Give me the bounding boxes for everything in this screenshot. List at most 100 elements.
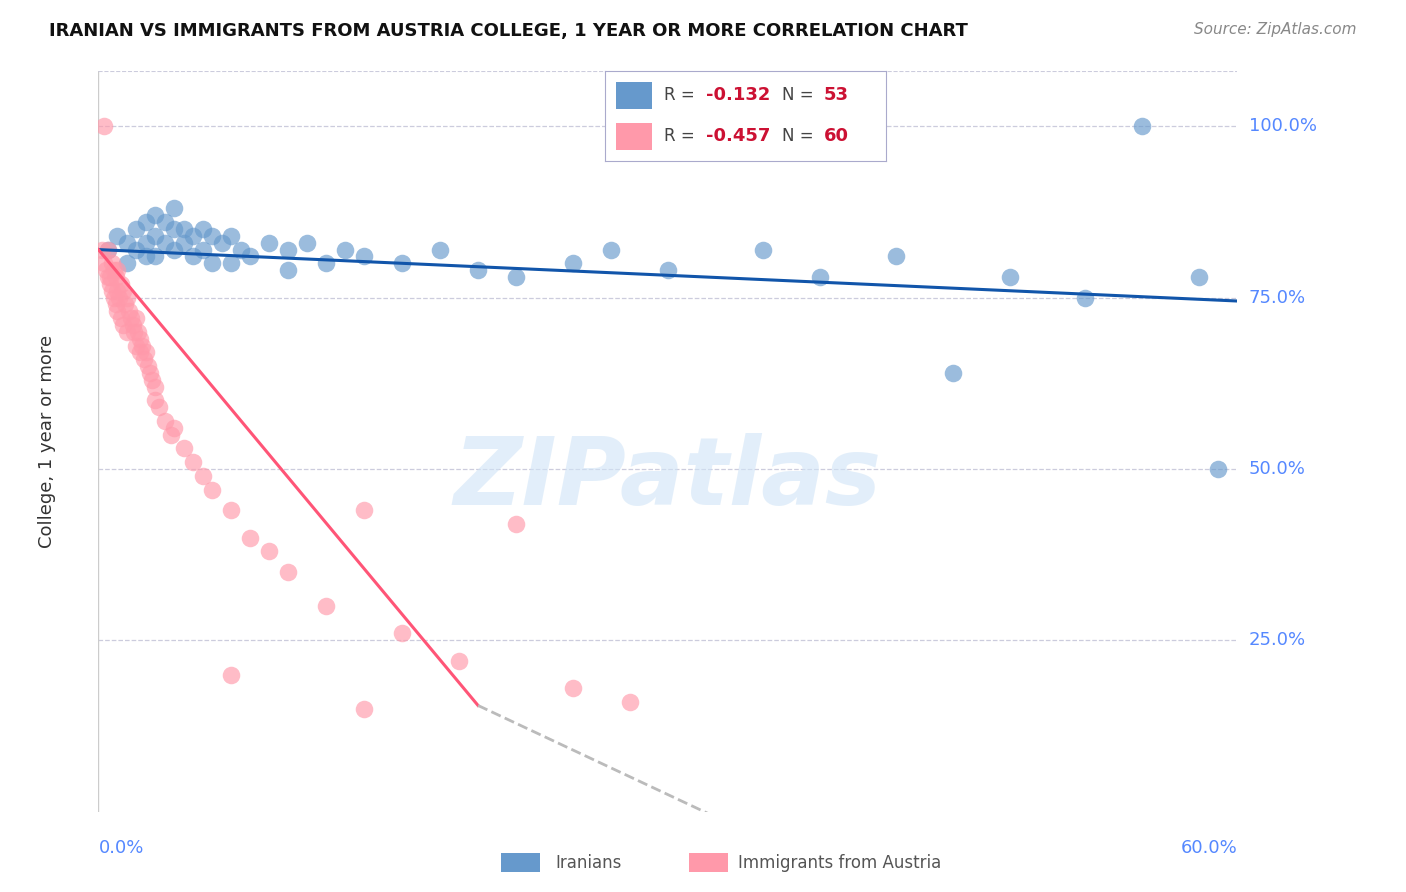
Point bbox=[136, 359, 159, 373]
Point bbox=[94, 263, 117, 277]
Point bbox=[145, 250, 167, 264]
Point bbox=[93, 119, 115, 133]
Point bbox=[183, 455, 205, 469]
Text: ZIPatlas: ZIPatlas bbox=[454, 433, 882, 524]
Point bbox=[124, 325, 146, 339]
Text: 0.0%: 0.0% bbox=[98, 839, 143, 857]
Point bbox=[277, 243, 299, 257]
Point bbox=[145, 380, 167, 394]
Point bbox=[159, 427, 181, 442]
Point bbox=[115, 291, 138, 305]
Point bbox=[100, 256, 122, 270]
Point bbox=[315, 256, 337, 270]
Text: 100.0%: 100.0% bbox=[1249, 117, 1316, 136]
Point bbox=[1188, 270, 1211, 285]
Point bbox=[173, 222, 195, 236]
Text: R =: R = bbox=[664, 87, 695, 104]
Point bbox=[315, 599, 337, 613]
Point bbox=[191, 243, 214, 257]
Point bbox=[277, 565, 299, 579]
Point bbox=[297, 235, 319, 250]
Point bbox=[112, 284, 135, 298]
Point bbox=[129, 345, 152, 359]
Point bbox=[110, 277, 132, 291]
Point bbox=[562, 681, 585, 696]
Point bbox=[163, 222, 186, 236]
Bar bbox=[616, 123, 652, 150]
Point bbox=[129, 332, 152, 346]
Text: College, 1 year or more: College, 1 year or more bbox=[38, 335, 56, 548]
Point bbox=[115, 325, 138, 339]
Point bbox=[115, 235, 138, 250]
Point bbox=[135, 345, 157, 359]
Text: 60: 60 bbox=[824, 128, 849, 145]
Point bbox=[153, 414, 176, 428]
Text: Source: ZipAtlas.com: Source: ZipAtlas.com bbox=[1194, 22, 1357, 37]
Text: -0.457: -0.457 bbox=[706, 128, 770, 145]
Point bbox=[239, 531, 262, 545]
Point bbox=[125, 222, 148, 236]
Point bbox=[173, 442, 195, 456]
Point bbox=[121, 318, 143, 332]
Point bbox=[148, 401, 170, 415]
Point bbox=[141, 373, 163, 387]
Point bbox=[277, 263, 299, 277]
Point bbox=[163, 421, 186, 435]
Point bbox=[173, 235, 195, 250]
Point bbox=[449, 654, 471, 668]
Point bbox=[562, 256, 585, 270]
Text: R =: R = bbox=[664, 128, 695, 145]
Text: N =: N = bbox=[782, 128, 813, 145]
Point bbox=[132, 352, 155, 367]
Text: Iranians: Iranians bbox=[555, 854, 621, 871]
Point bbox=[118, 304, 141, 318]
Point bbox=[110, 311, 132, 326]
Point bbox=[353, 503, 375, 517]
Point bbox=[135, 235, 157, 250]
Point bbox=[104, 270, 127, 285]
Bar bbox=[616, 82, 652, 109]
Point bbox=[619, 695, 641, 709]
Point bbox=[1074, 291, 1097, 305]
Point bbox=[100, 284, 122, 298]
Point bbox=[752, 243, 775, 257]
Point bbox=[259, 235, 281, 250]
Text: 25.0%: 25.0% bbox=[1249, 632, 1306, 649]
Point bbox=[103, 291, 125, 305]
Point bbox=[115, 256, 138, 270]
Point bbox=[467, 263, 489, 277]
Point bbox=[191, 468, 214, 483]
Point bbox=[120, 311, 142, 326]
Text: 75.0%: 75.0% bbox=[1249, 289, 1306, 307]
Point bbox=[221, 503, 243, 517]
Point bbox=[103, 263, 125, 277]
Point bbox=[97, 270, 120, 285]
Point bbox=[163, 243, 186, 257]
Point bbox=[153, 215, 176, 229]
Point bbox=[125, 243, 148, 257]
Point bbox=[429, 243, 451, 257]
Text: N =: N = bbox=[782, 87, 813, 104]
Point bbox=[353, 702, 375, 716]
Point bbox=[97, 243, 120, 257]
Point bbox=[125, 311, 148, 326]
Point bbox=[98, 277, 121, 291]
Point bbox=[183, 250, 205, 264]
Point bbox=[239, 250, 262, 264]
Point bbox=[808, 270, 831, 285]
Point bbox=[221, 256, 243, 270]
Point bbox=[211, 235, 233, 250]
Point bbox=[505, 270, 527, 285]
Point bbox=[998, 270, 1021, 285]
Point bbox=[163, 202, 186, 216]
Point bbox=[104, 297, 127, 311]
Point bbox=[201, 228, 224, 243]
Point bbox=[107, 263, 129, 277]
Point bbox=[114, 297, 136, 311]
Point bbox=[145, 228, 167, 243]
Point bbox=[657, 263, 679, 277]
Point bbox=[145, 208, 167, 222]
Point bbox=[191, 222, 214, 236]
Point bbox=[108, 291, 131, 305]
Point bbox=[221, 667, 243, 681]
